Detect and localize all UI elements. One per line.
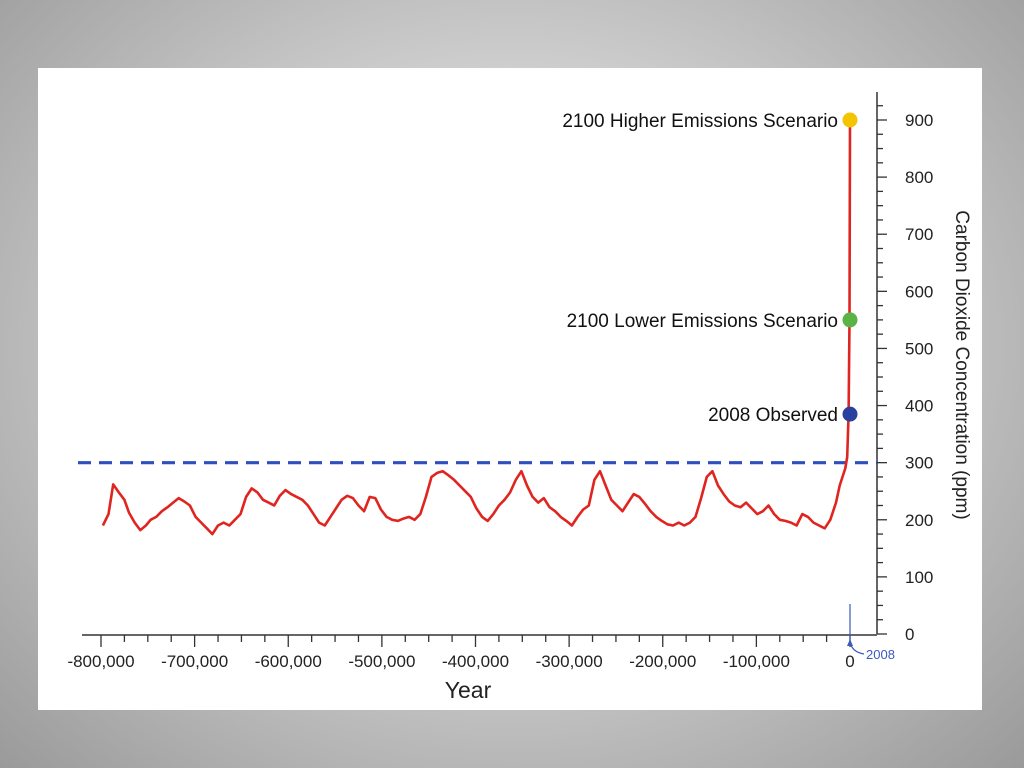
year-2008-marker-label: 2008: [866, 647, 895, 662]
scenario-marker-dot: [842, 312, 858, 328]
y-axis: 0 100 200 300 400 500 600 700 800 900: [876, 92, 933, 644]
scenario-marker-dot: [842, 406, 858, 422]
annotations-layer: 2100 Higher Emissions Scenario 2100 Lower…: [562, 111, 865, 655]
scenario-label: 2100 Lower Emissions Scenario: [567, 311, 838, 332]
co2-series-line: [101, 119, 852, 536]
series-layer: [101, 119, 852, 536]
x-tick-label: -500,000: [348, 652, 415, 671]
y-tick-label: 800: [905, 168, 933, 187]
scenario-label: 2100 Higher Emissions Scenario: [562, 111, 838, 132]
x-tick-label: -800,000: [67, 652, 134, 671]
co2-chart: 0 100 200 300 400 500 600 700 800 900 -800,000 -70…: [67, 92, 972, 703]
y-axis-title: Carbon Dioxide Concentration (ppm): [951, 210, 972, 519]
scenario-label: 2008 Observed: [708, 405, 838, 426]
x-tick-label: -400,000: [442, 652, 509, 671]
x-tick-label: -300,000: [536, 652, 603, 671]
y-tick-label: 200: [905, 511, 933, 530]
y-tick-label: 600: [905, 282, 933, 301]
scenario-marker-dot: [842, 112, 858, 128]
x-tick-label: -100,000: [723, 652, 790, 671]
x-tick-label: -200,000: [629, 652, 696, 671]
y-tick-label: 900: [905, 111, 933, 130]
x-axis-title: Year: [445, 677, 492, 703]
y-tick-label: 400: [905, 397, 933, 416]
y-tick-label: 100: [905, 568, 933, 587]
slide-panel: 0 100 200 300 400 500 600 700 800 900 -800,000 -70…: [38, 68, 982, 710]
x-axis: -800,000 -700,000 -600,000 -500,000 -400,000…: [67, 634, 877, 671]
y-tick-label: 0: [905, 625, 914, 644]
y-tick-label: 700: [905, 225, 933, 244]
year-2008-arrowhead: [847, 639, 853, 646]
y-tick-label: 300: [905, 454, 933, 473]
x-tick-label: 0: [845, 652, 854, 671]
x-tick-label: -600,000: [255, 652, 322, 671]
y-tick-label: 500: [905, 339, 933, 358]
x-tick-label: -700,000: [161, 652, 228, 671]
